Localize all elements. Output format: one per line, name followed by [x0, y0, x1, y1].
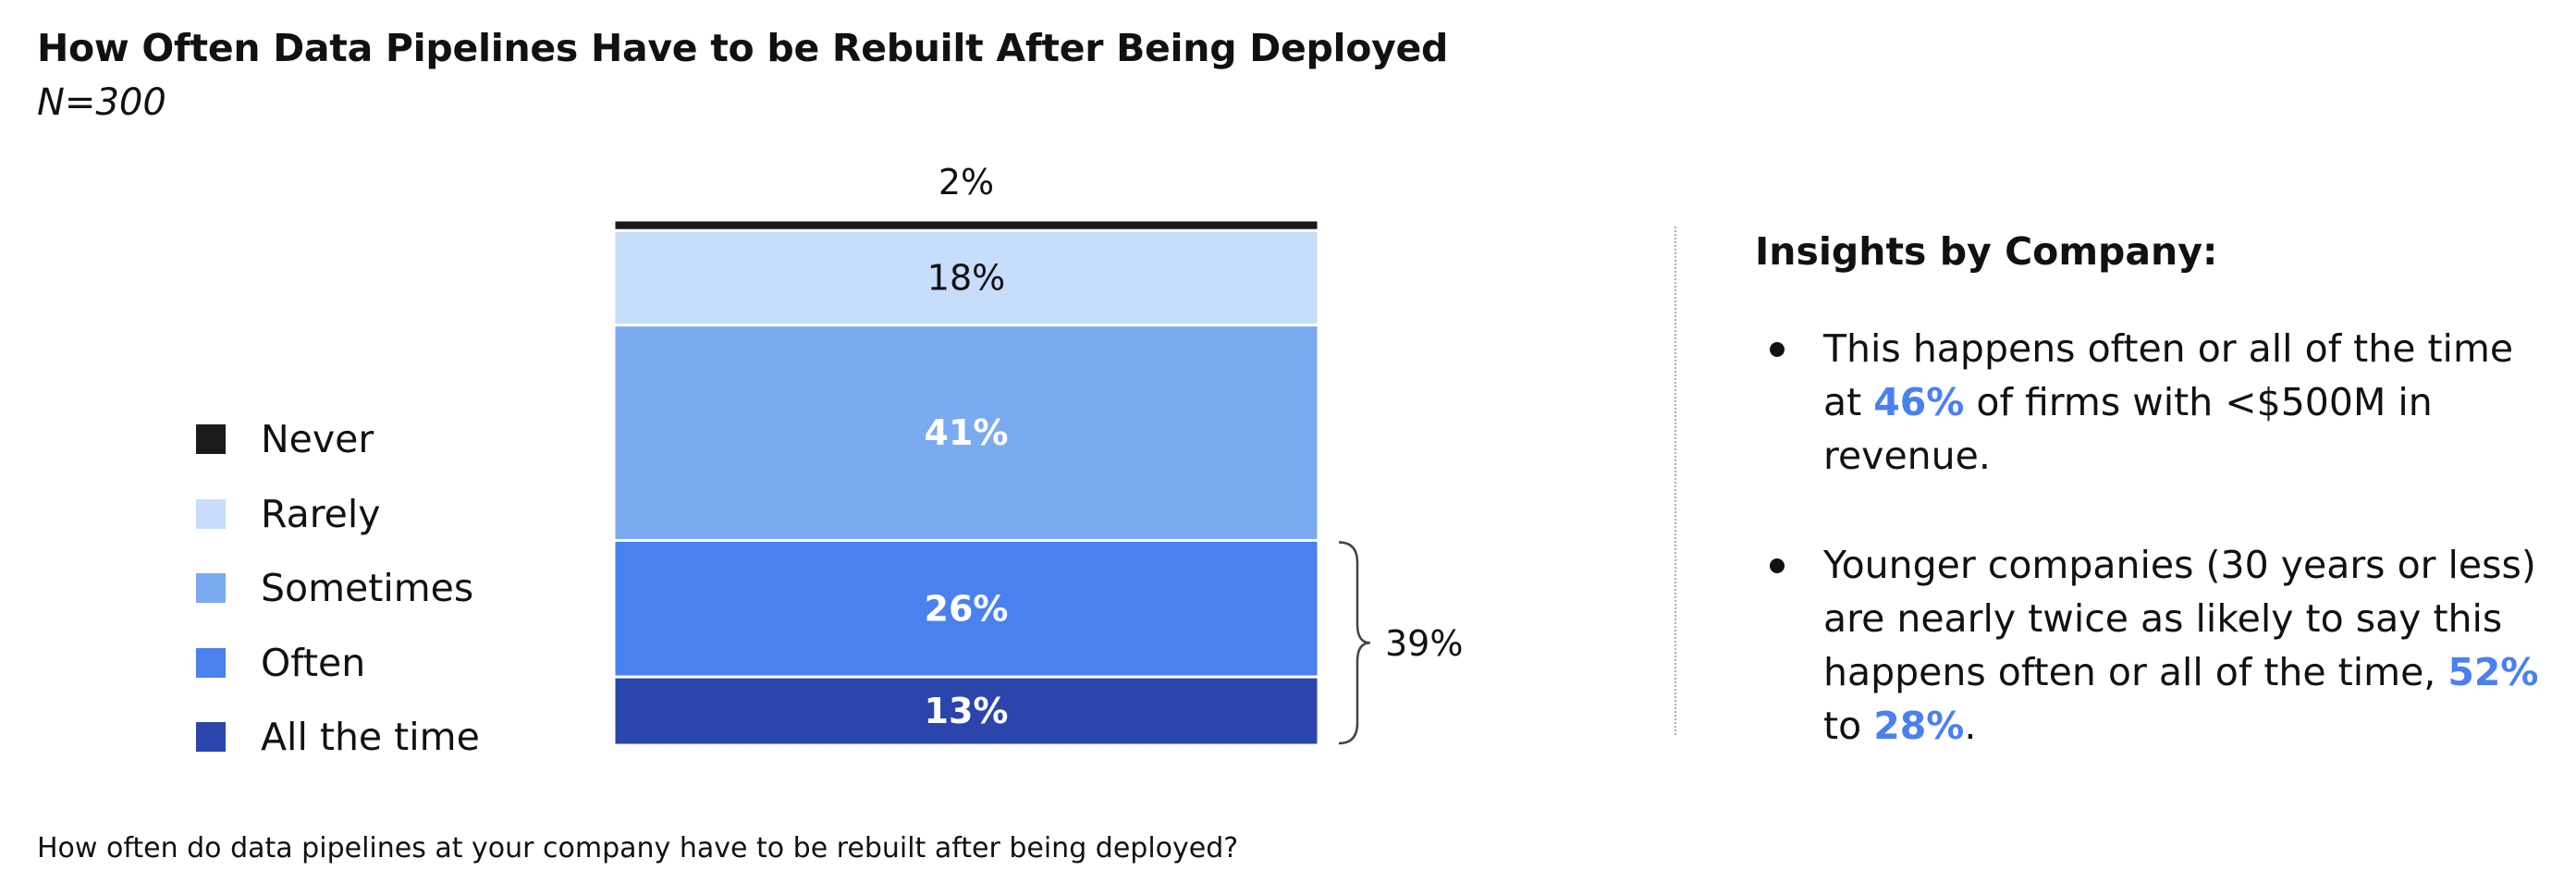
bar-segment-sometimes — [612, 324, 1320, 542]
insight-2-text-c: . — [1964, 704, 1977, 748]
data-label-often: 26% — [925, 588, 1009, 629]
data-label-never: 2% — [938, 162, 994, 202]
group-bracket — [1338, 541, 1371, 745]
insight-2-highlight-b: 28% — [1873, 704, 1965, 748]
legend-label-all-the-time: All the time — [261, 715, 480, 760]
data-label-sometimes: 41% — [925, 412, 1009, 453]
bar-segment-all-the-time — [612, 675, 1320, 747]
chart-legend: Never Rarely Sometimes Often All the tim… — [196, 402, 480, 775]
data-label-all-the-time: 13% — [925, 691, 1009, 731]
insight-2-text-a: Younger companies (30 years or less) are… — [1823, 543, 2536, 694]
legend-item-never: Never — [196, 402, 480, 477]
legend-label-sometimes: Sometimes — [261, 566, 474, 611]
insight-1-text-b: of firms with <$500M in revenue. — [1823, 380, 2433, 478]
legend-swatch-all-the-time — [196, 722, 226, 753]
legend-item-all-the-time: All the time — [196, 700, 480, 775]
insight-1-text-a: This happens often or all of the time at — [1823, 326, 2514, 424]
legend-item-sometimes: Sometimes — [196, 551, 480, 626]
legend-item-rarely: Rarely — [196, 477, 480, 552]
stacked-bar-chart: 2% 18% 41% 26% 13% 39% — [612, 162, 1463, 747]
insight-1-highlight: 46% — [1873, 380, 1965, 424]
insight-2-highlight-a: 52% — [2447, 650, 2539, 694]
bar-segment-never — [612, 218, 1320, 232]
bar-segment-rarely — [612, 228, 1320, 327]
survey-question: How often do data pipelines at your comp… — [37, 832, 1239, 864]
legend-label-never: Never — [261, 417, 374, 462]
bar-segment-often — [612, 538, 1320, 679]
chart-title: How Often Data Pipelines Have to be Rebu… — [37, 26, 1449, 70]
legend-swatch-rarely — [196, 498, 226, 529]
insights-panel: Insights by Company: This happens often … — [1755, 229, 2550, 808]
insight-bullet-1: This happens often or all of the time at… — [1755, 322, 2550, 483]
legend-label-often: Often — [261, 640, 366, 685]
legend-item-often: Often — [196, 626, 480, 701]
divider-line — [1674, 227, 1676, 735]
insight-2-text-b: to — [1823, 704, 1874, 748]
data-label-rarely: 18% — [927, 257, 1005, 298]
insight-bullet-2: Younger companies (30 years or less) are… — [1755, 538, 2550, 753]
insights-title: Insights by Company: — [1755, 229, 2218, 274]
chart-subtitle: N=300 — [37, 81, 166, 124]
legend-swatch-often — [196, 647, 226, 678]
legend-swatch-sometimes — [196, 573, 226, 604]
legend-swatch-never — [196, 424, 226, 455]
legend-label-rarely: Rarely — [261, 491, 381, 536]
bracket-total-label: 39% — [1385, 623, 1463, 664]
